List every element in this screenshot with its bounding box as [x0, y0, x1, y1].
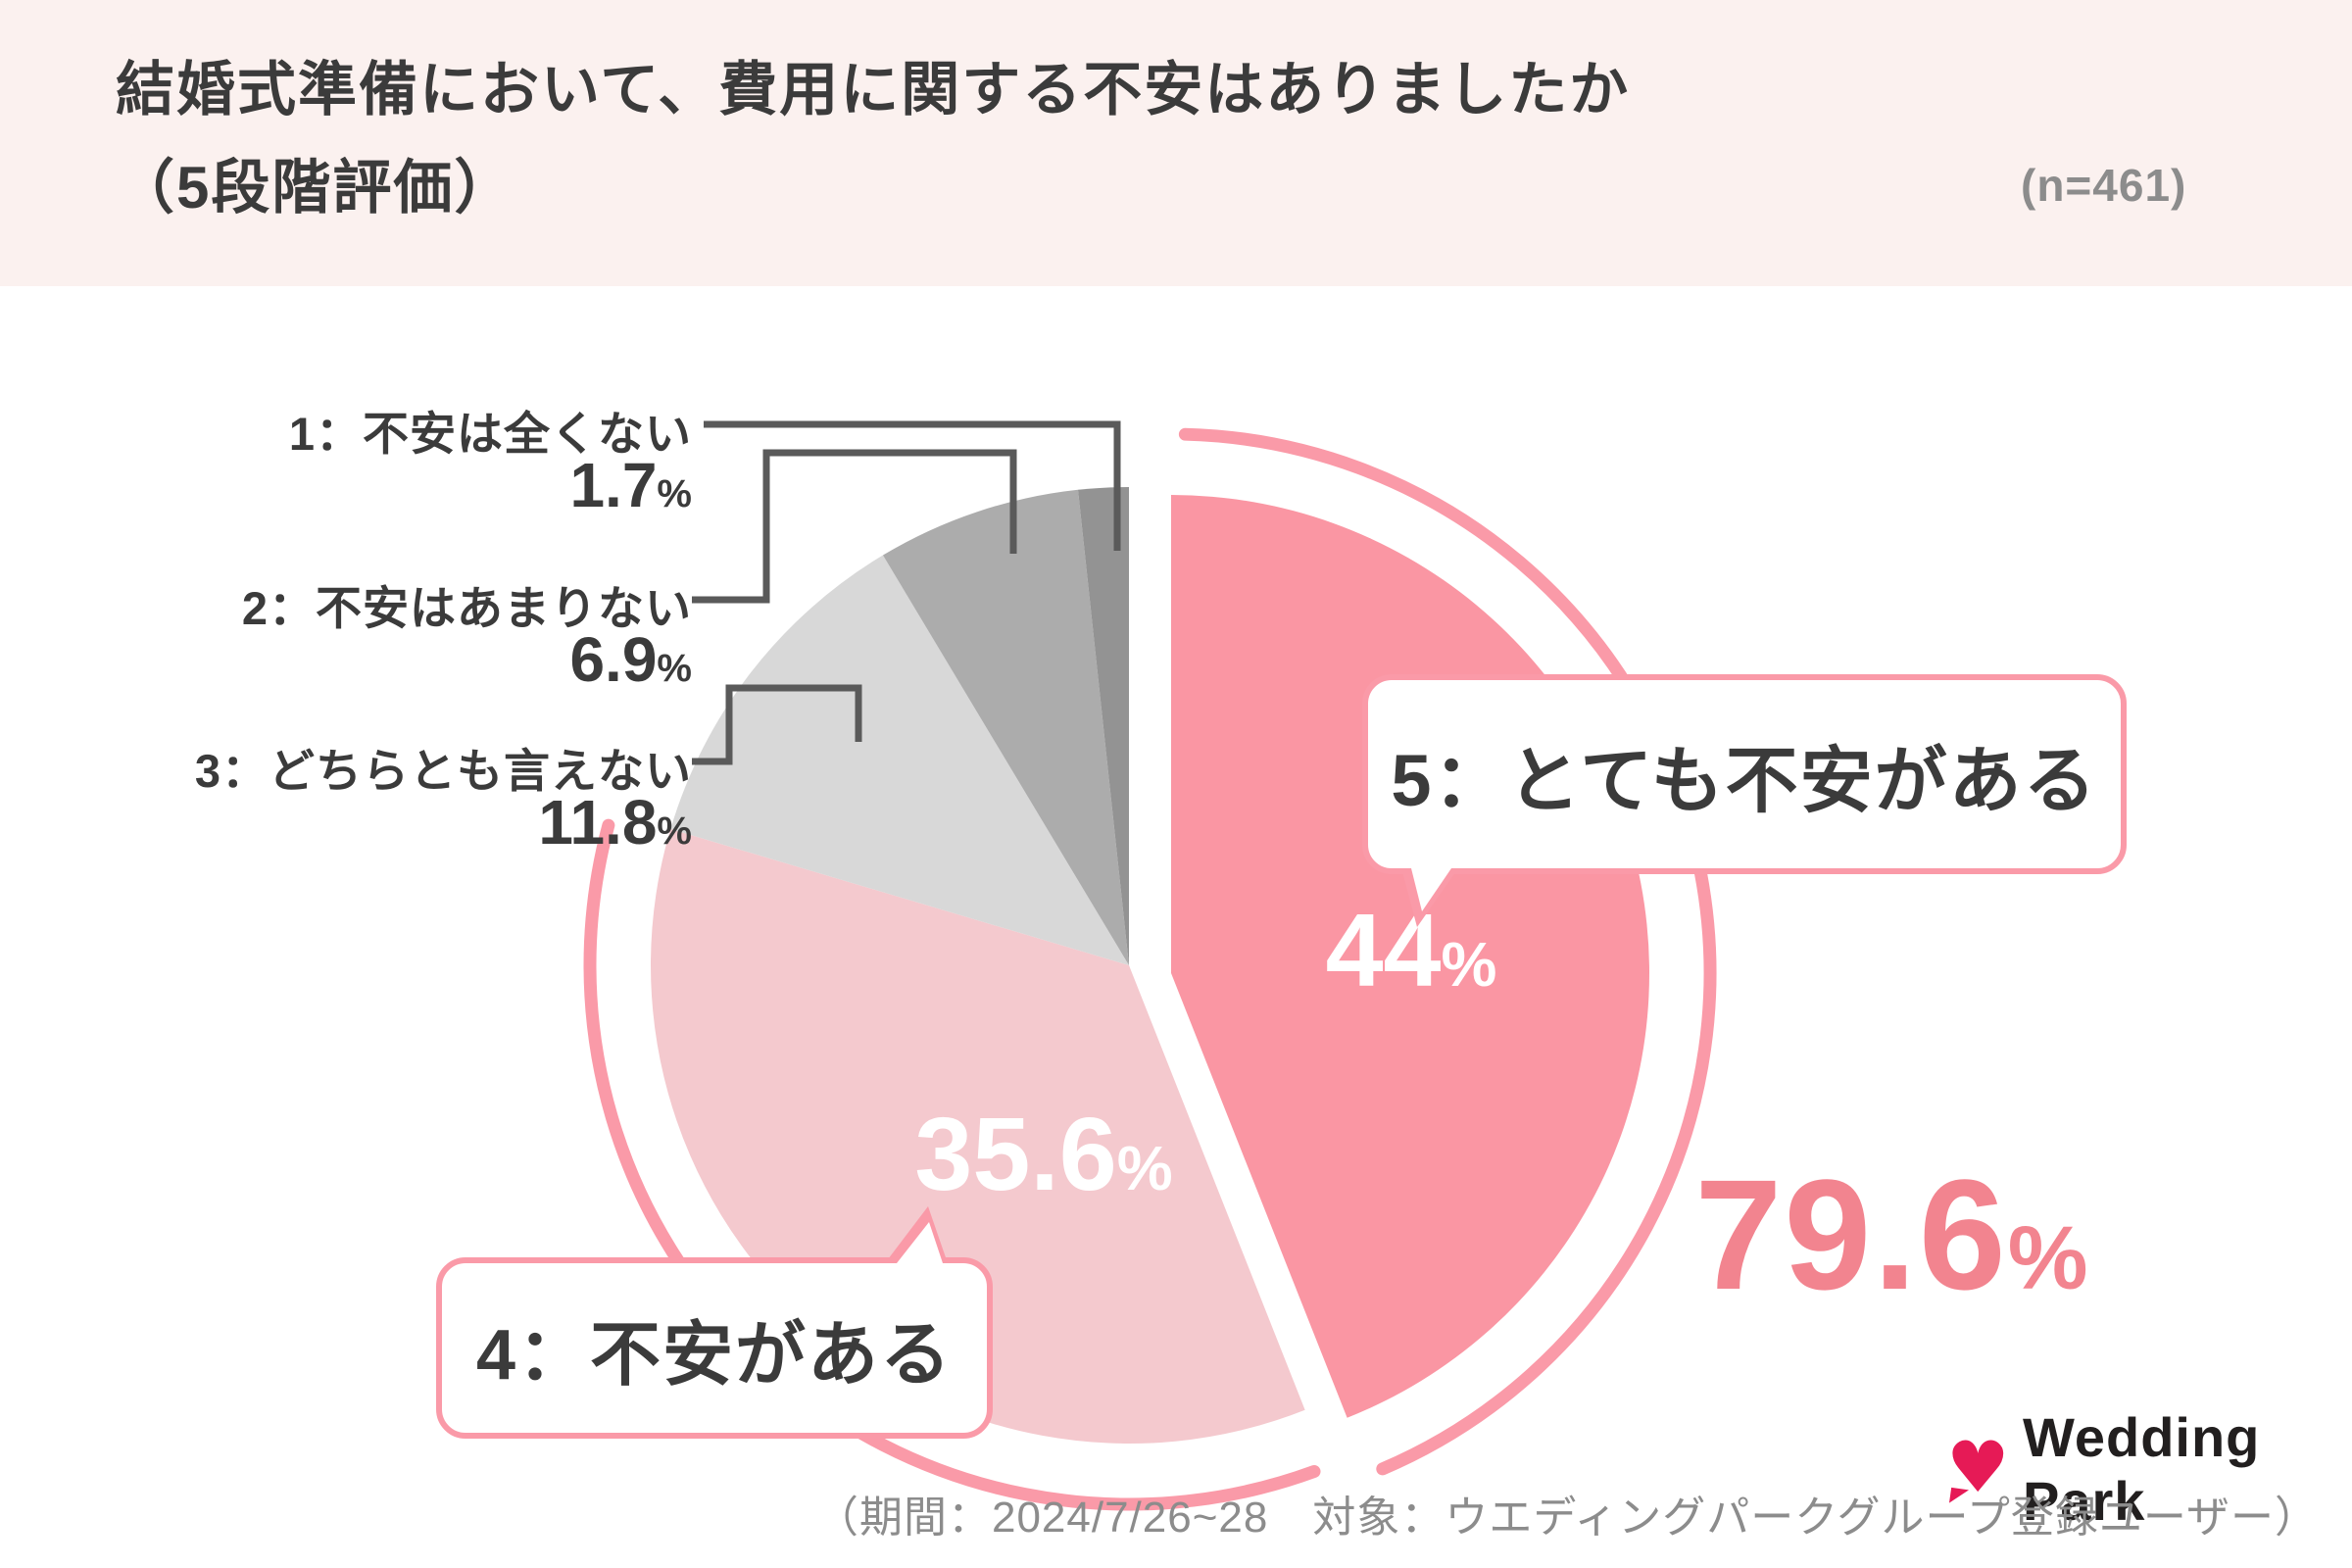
leader-line-segment-2 [692, 449, 1017, 604]
bubble-tail [1411, 868, 1451, 911]
pie-segment-1 [1077, 487, 1129, 965]
sample-size-note: (n=461) [2021, 160, 2187, 211]
wedding-park-logo-text: Wedding Park [2023, 1406, 2261, 1532]
page-title-line2: （5段階評価） [116, 155, 515, 221]
segment-1-value: 1.7% [569, 450, 692, 520]
header-band [0, 0, 2352, 286]
percent-sign: % [1441, 929, 1497, 1000]
wedge-label-segment-4: 35.6% [914, 1097, 1173, 1212]
segment-3-value: 11.8% [538, 787, 692, 858]
wedge-label-segment-5: 44% [1325, 893, 1497, 1008]
callout-bubble-segment-4: 4：不安がある [436, 1206, 993, 1439]
page-title-line1: 結婚式準備において、費用に関する不安はありましたか [116, 57, 1631, 122]
callout-bubble-segment-4-label: 4：不安がある [475, 1316, 954, 1395]
percent-sign: % [657, 647, 692, 690]
callout-bubble-segment-5-label: 5：とても不安がある [1391, 739, 2098, 821]
percent-sign: % [657, 472, 692, 515]
segment-1-label: 1：不安は全くない [288, 408, 692, 460]
pie-segment-3 [670, 555, 1129, 965]
wedding-park-logo: Wedding Park [1946, 1405, 2352, 1533]
leader-line-segment-1 [704, 420, 1121, 551]
pie-segment-2 [882, 489, 1129, 965]
bubble-tail [897, 1222, 943, 1263]
segment-2-label: 2：不安はあまりない [241, 582, 692, 634]
segment-3-label: 3：どちらとも言えない [194, 745, 692, 797]
segment-2-value: 6.9% [569, 624, 692, 695]
percent-sign: % [2007, 1208, 2088, 1308]
percent-sign: % [657, 809, 692, 853]
highlight-total: 79.6% [1694, 1147, 2088, 1322]
percent-sign: % [1116, 1133, 1173, 1203]
leader-line-segment-3 [692, 684, 862, 765]
callout-bubble-segment-5: 5：とても不安がある [1362, 674, 2127, 927]
survey-period-note: （期間：2024/7/26~28 対象：ウエディングパークグループ登録ユーザー） [814, 1494, 2319, 1542]
page-title: 結婚式準備において、費用に関する不安はありましたか （5段階評価） [116, 41, 1782, 237]
